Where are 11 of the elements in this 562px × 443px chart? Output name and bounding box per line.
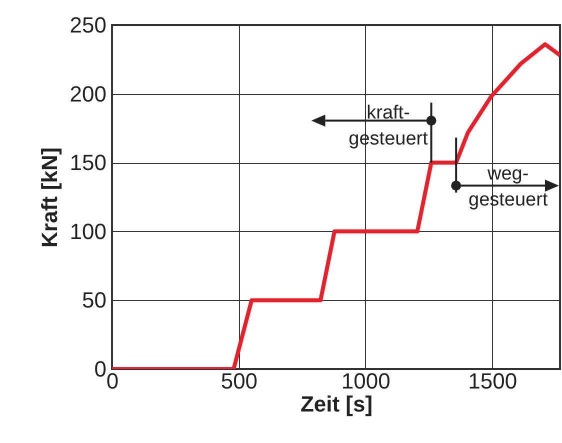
x-tick-label: 500 bbox=[220, 368, 258, 394]
x-tick-label: 1500 bbox=[468, 368, 518, 394]
y-tick-label: 150 bbox=[70, 150, 106, 176]
x-axis-title: Zeit [s] bbox=[300, 392, 373, 416]
y-tick-label: 100 bbox=[70, 218, 106, 244]
y-axis-title: Kraft [kN] bbox=[36, 147, 62, 248]
x-tick-label: 1000 bbox=[341, 368, 390, 394]
y-tick-label: 200 bbox=[70, 81, 106, 106]
y-tick-label: 250 bbox=[70, 12, 106, 38]
line-series bbox=[112, 42, 560, 369]
y-tick-label: 50 bbox=[82, 288, 106, 313]
